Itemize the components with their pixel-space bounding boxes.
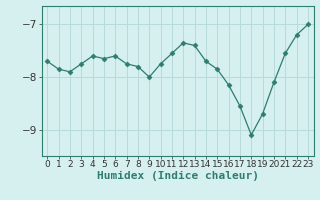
- X-axis label: Humidex (Indice chaleur): Humidex (Indice chaleur): [97, 171, 259, 181]
